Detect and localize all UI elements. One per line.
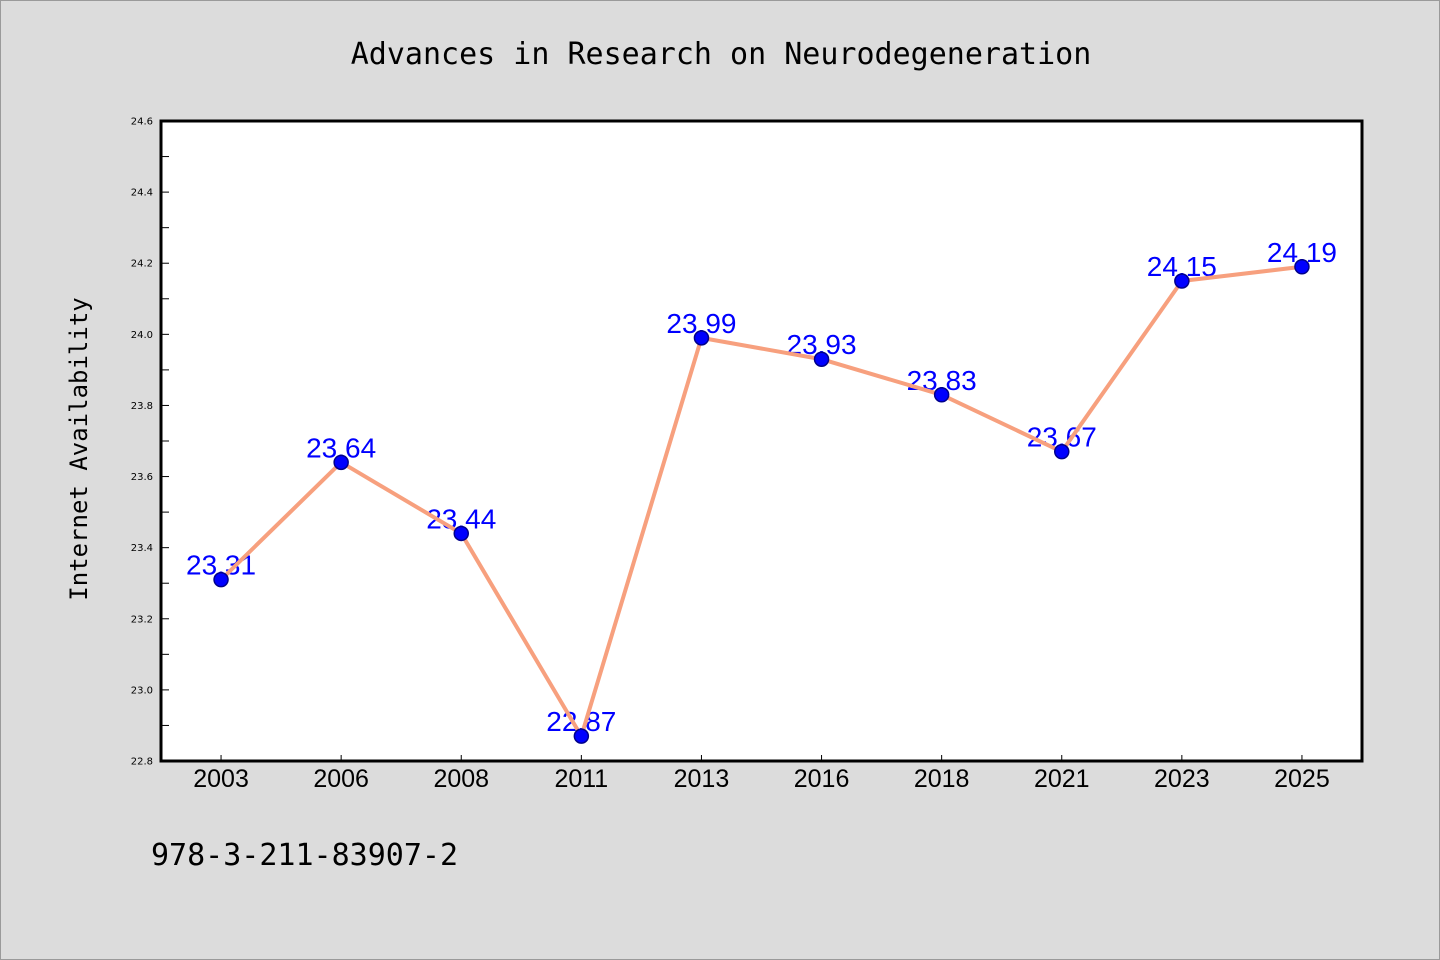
data-point-marker bbox=[1054, 443, 1070, 460]
x-tick-label: 2016 bbox=[794, 765, 850, 793]
plot-area bbox=[159, 119, 1364, 763]
x-tick-label: 2023 bbox=[1154, 765, 1210, 793]
data-point-marker bbox=[573, 728, 590, 744]
y-tick-label: 23.0 bbox=[131, 685, 153, 696]
y-tick-label: 24.0 bbox=[131, 330, 153, 341]
y-tick-label: 23.4 bbox=[131, 543, 153, 554]
data-point-marker bbox=[1294, 259, 1310, 275]
x-axis-ticks: 2003 2006 2008 2011 2013 2016 2018 2021 2023 2025 bbox=[193, 755, 1330, 793]
x-tick-label: 2018 bbox=[914, 765, 970, 793]
chart-title: Advances in Research on Neurodegeneratio… bbox=[351, 37, 1092, 72]
footer-annotation: 978-3-211-83907-2 bbox=[151, 838, 458, 873]
x-tick-label: 2011 bbox=[554, 765, 608, 793]
x-tick-label: 2021 bbox=[1034, 765, 1090, 793]
y-tick-label: 24.4 bbox=[131, 188, 153, 199]
x-tick-label: 2006 bbox=[313, 765, 369, 793]
x-tick-label: 2008 bbox=[433, 765, 489, 793]
data-point-marker bbox=[933, 387, 950, 403]
data-point-marker bbox=[1174, 273, 1190, 289]
y-tick-label: 23.2 bbox=[131, 614, 153, 625]
data-point-marker bbox=[213, 571, 229, 588]
y-tick-label: 24.2 bbox=[131, 259, 153, 270]
x-tick-label: 2025 bbox=[1274, 765, 1330, 793]
y-axis-label: Internet Availability bbox=[65, 297, 93, 600]
data-point-markers bbox=[213, 259, 1310, 744]
y-tick-label: 23.6 bbox=[131, 472, 153, 483]
data-point-marker bbox=[453, 525, 469, 542]
data-point-marker bbox=[813, 351, 830, 367]
series-line bbox=[219, 264, 1304, 739]
data-point-marker bbox=[693, 330, 710, 346]
x-tick-label: 2013 bbox=[674, 765, 730, 793]
y-tick-label: 23.8 bbox=[131, 401, 153, 412]
y-tick-label: 22.8 bbox=[131, 757, 153, 768]
data-point-marker bbox=[333, 454, 349, 471]
y-tick-label: 24.6 bbox=[131, 117, 153, 128]
y-axis-ticks: 22.8 23.0 23.2 23.4 23.6 23.8 24.0 24.2 24.4 24.6 bbox=[131, 117, 169, 768]
x-tick-label: 2003 bbox=[193, 765, 249, 793]
